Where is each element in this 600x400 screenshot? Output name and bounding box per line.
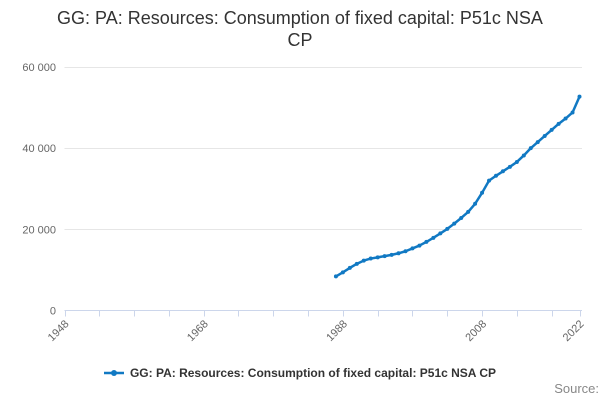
svg-text:1948: 1948: [46, 318, 72, 344]
legend-series-marker-icon: [103, 370, 124, 376]
chart-title-line-2: CP: [287, 30, 313, 50]
svg-text:2008: 2008: [463, 318, 489, 344]
svg-text:40 000: 40 000: [22, 143, 56, 155]
svg-text:2022: 2022: [561, 318, 587, 344]
legend: GG: PA: Resources: Consumption of fixed …: [0, 366, 600, 380]
chart-title-line-1: GG: PA: Resources: Consumption of fixed …: [57, 8, 543, 28]
svg-text:20 000: 20 000: [22, 224, 56, 236]
legend-series-label[interactable]: GG: PA: Resources: Consumption of fixed …: [129, 366, 497, 380]
svg-text:60 000: 60 000: [22, 62, 56, 74]
svg-text:1968: 1968: [185, 318, 211, 344]
source-text: Source:: [554, 381, 599, 396]
svg-text:0: 0: [50, 306, 56, 318]
svg-text:1988: 1988: [324, 318, 350, 344]
chart-title: GG: PA: Resources: Consumption of fixed …: [0, 7, 600, 51]
